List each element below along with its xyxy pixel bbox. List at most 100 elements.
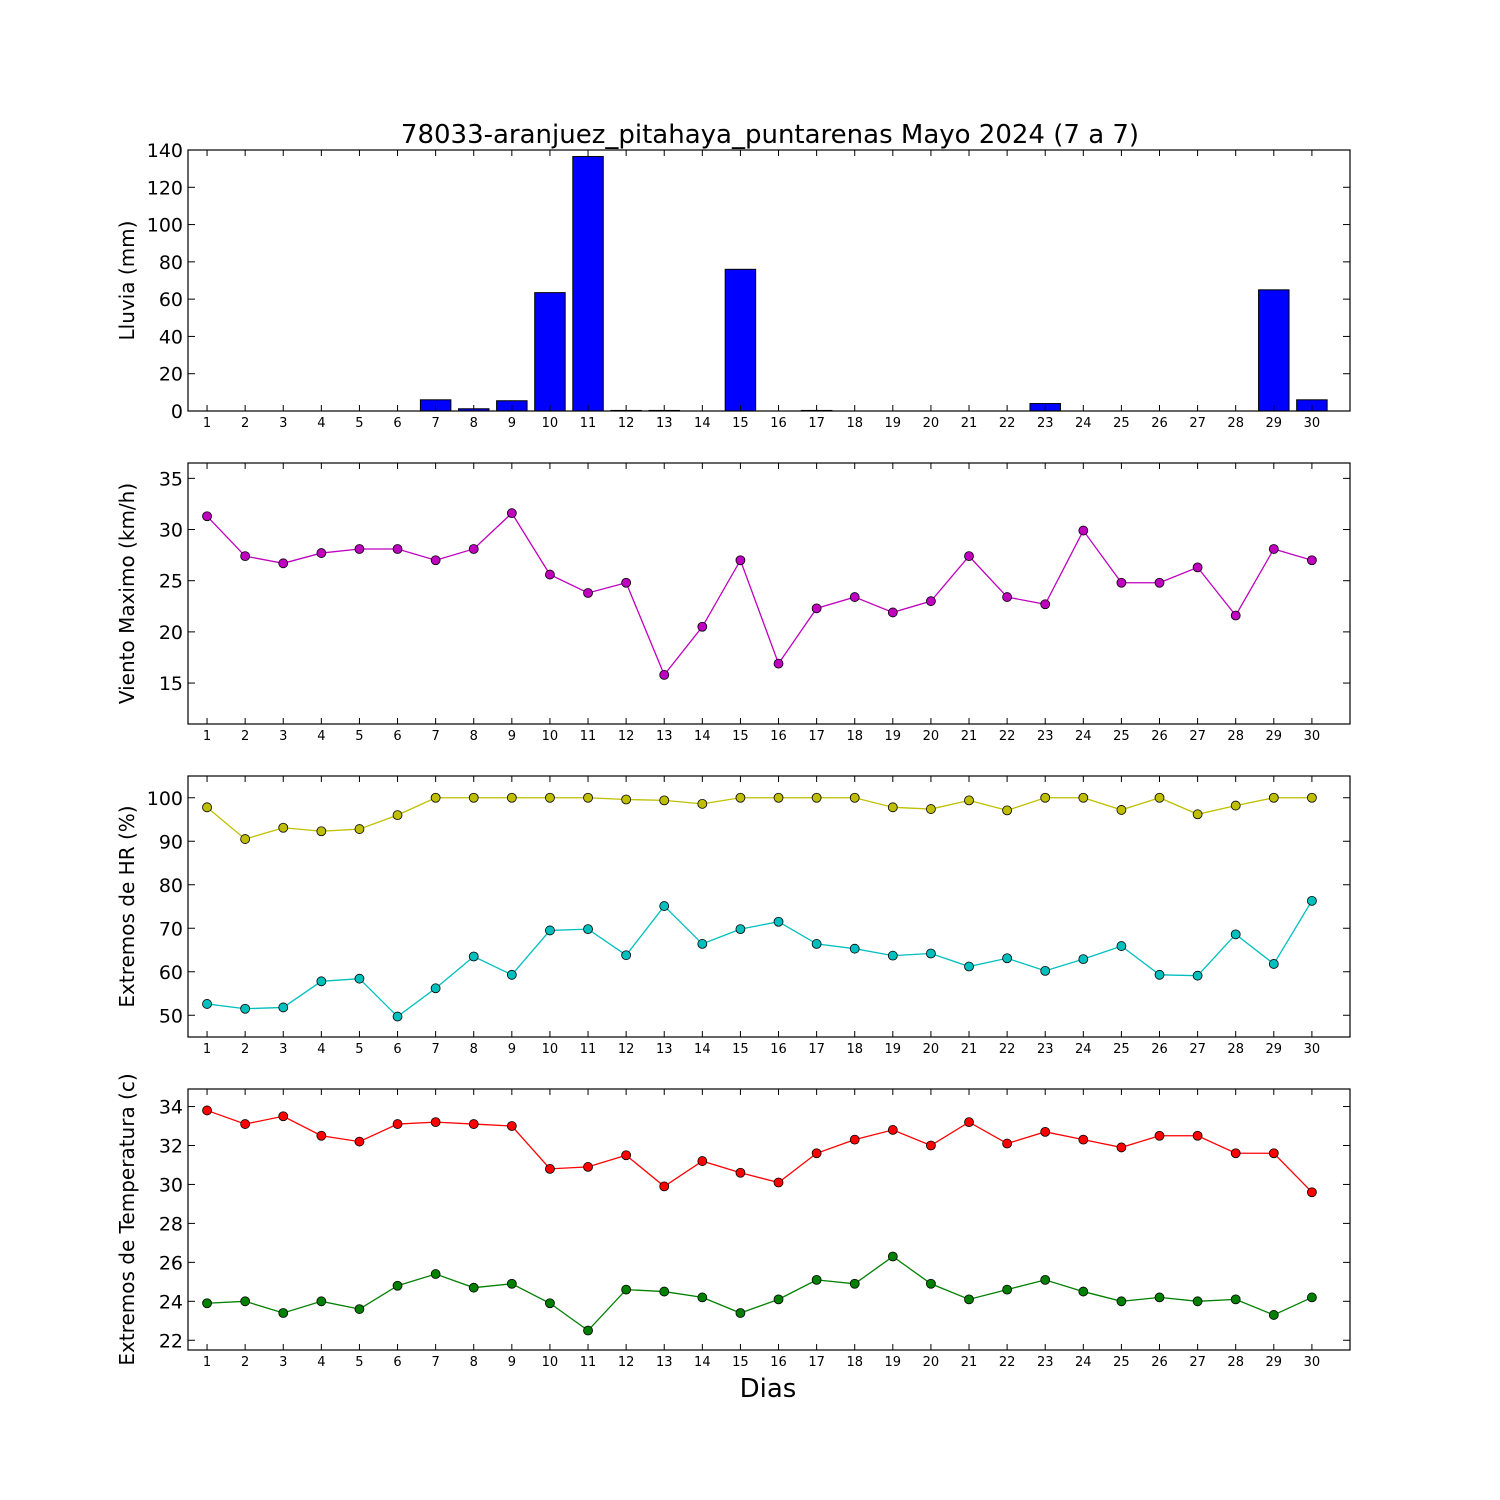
x-tick-label: 22 [999,1042,1016,1057]
data-point [697,1292,708,1303]
data-point [621,1284,632,1295]
data-point [811,1148,822,1159]
data-point [392,544,403,554]
data-point [735,1308,746,1318]
x-tick-label: 22 [999,1355,1016,1370]
x-tick-label: 29 [1266,416,1283,431]
data-point [1268,1148,1279,1159]
x-tick-label: 22 [999,416,1016,431]
data-point [735,555,746,566]
x-tick-label: 22 [999,729,1016,744]
x-tick-label: 27 [1189,1355,1206,1370]
x-tick-label: 23 [1037,729,1054,744]
data-point [1154,1130,1165,1141]
data-point [316,976,327,987]
x-tick-label: 28 [1227,1042,1244,1057]
x-tick-label: 27 [1189,416,1206,431]
data-point [1230,610,1241,621]
y-tick-label: 140 [147,140,183,162]
x-tick-label: 4 [317,1042,325,1057]
data-point [1268,792,1279,803]
x-tick-label: 8 [470,729,478,744]
data-point [1307,895,1317,906]
bar [724,268,757,412]
x-tick-label: 30 [1304,729,1321,744]
data-point [1040,1126,1051,1137]
x-tick-label: 23 [1037,1355,1054,1370]
x-tick-label: 4 [317,416,325,431]
data-point [1002,592,1013,602]
x-tick-label: 11 [580,416,597,431]
x-tick-label: 30 [1304,1042,1321,1057]
data-point [1268,959,1279,969]
y-tick-label: 80 [159,875,183,897]
data-point [1040,965,1051,976]
y-tick-label: 25 [159,571,183,593]
data-point [849,1134,860,1145]
x-tick-label: 18 [846,729,863,744]
y-tick-label: 24 [159,1291,183,1313]
x-tick-label: 17 [808,416,825,431]
series-line-1 [206,797,1312,840]
data-point [468,951,479,962]
y-tick-label: 90 [159,831,183,853]
x-tick-label: 15 [732,416,749,431]
data-point [1230,1294,1241,1305]
x-tick-label: 2 [241,1042,249,1057]
x-tick-label: 7 [431,416,439,431]
x-tick-label: 24 [1075,416,1092,431]
data-point [278,1002,289,1013]
data-point [506,508,517,519]
axes-frame [187,462,1351,725]
data-point [545,792,555,803]
x-tick-label: 30 [1304,1355,1321,1370]
data-point [1040,1274,1051,1285]
data-point [1078,1134,1089,1145]
data-point [887,607,898,618]
data-point [621,950,632,961]
x-tick-label: 15 [732,729,749,744]
data-point [278,1111,289,1122]
data-point [735,924,746,935]
data-point [202,1105,212,1116]
x-tick-label: 27 [1189,729,1206,744]
y-tick-label: 26 [159,1252,183,1274]
data-point [964,795,974,806]
y-tick-label: 100 [147,788,183,810]
data-point [849,792,860,803]
x-tick-label: 10 [542,416,559,431]
data-point [1230,1148,1241,1159]
data-point [1002,805,1013,816]
x-tick-label: 10 [542,729,559,744]
data-point [926,1140,936,1151]
x-tick-label: 3 [279,1042,287,1057]
data-point [316,1296,327,1307]
data-point [430,983,441,994]
x-tick-label: 7 [431,729,439,744]
x-tick-label: 25 [1113,1042,1130,1057]
x-tick-label: 1 [203,1042,211,1057]
x-tick-label: 9 [508,729,516,744]
x-tick-label: 4 [317,1355,325,1370]
data-point [506,792,517,803]
data-point [621,1150,632,1161]
data-point [811,939,822,949]
x-tick-label: 5 [355,416,363,431]
data-point [964,551,974,562]
x-tick-label: 1 [203,729,211,744]
data-point [202,511,212,522]
data-point [811,792,822,803]
x-tick-label: 29 [1266,1042,1283,1057]
x-tick-label: 9 [508,1042,516,1057]
x-tick-label: 15 [732,1355,749,1370]
x-tick-label: 9 [508,416,516,431]
x-tick-label: 23 [1037,1042,1054,1057]
data-point [583,1325,593,1336]
data-point [354,973,365,984]
series-line-2 [206,900,1313,1018]
x-tick-label: 12 [618,1042,635,1057]
x-tick-label: 21 [961,1355,978,1370]
series-line-1 [206,1109,1313,1193]
x-tick-label: 16 [770,729,787,744]
data-point [1078,954,1089,965]
